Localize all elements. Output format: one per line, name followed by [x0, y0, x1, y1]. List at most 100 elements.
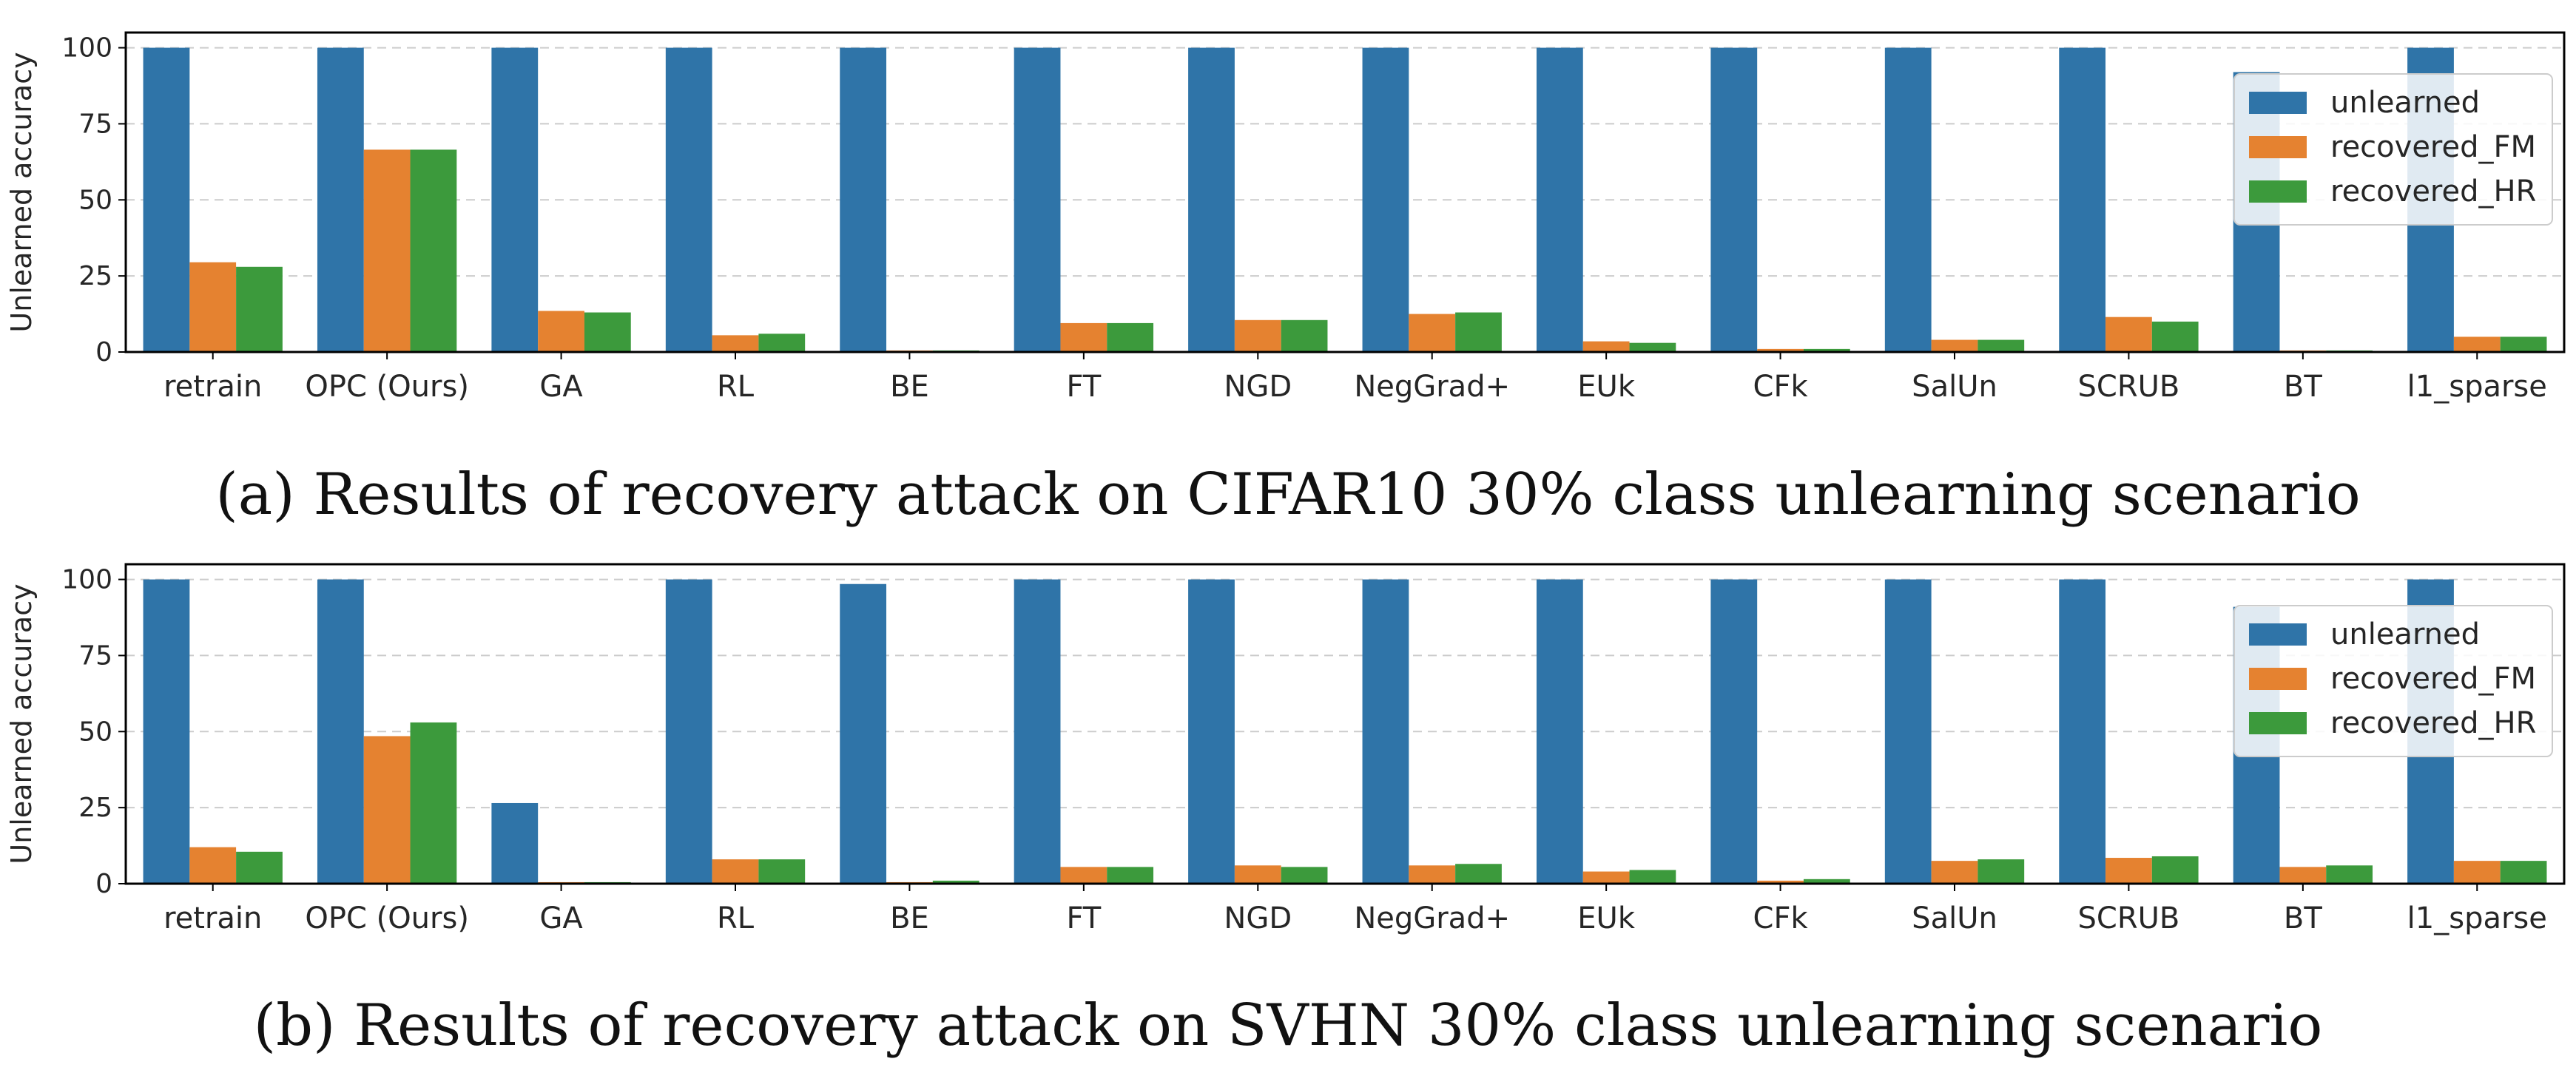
bar-recovered_FM-rl [712, 335, 759, 352]
bar-recovered_HR-salun [1977, 859, 2025, 884]
bar-unlearned-opc-ours- [317, 47, 364, 353]
caption-a: (a) Results of recovery attack on CIFAR1… [215, 461, 2360, 528]
bar-recovered_HR-opc-ours- [410, 722, 457, 884]
legend-box [2233, 73, 2553, 226]
bar-recovered_FM-ga [538, 311, 584, 352]
x-tick-label: OPC (Ours) [305, 901, 469, 935]
x-tick-label: BT [2284, 370, 2322, 404]
bar-unlearned-ngd [1188, 579, 1235, 884]
legend-swatch-recovered-fm [2249, 136, 2307, 158]
bar-recovered_FM-euk [1582, 341, 1630, 352]
x-tick-label: retrain [163, 901, 262, 935]
bar-recovered_HR-cfk [1803, 348, 1850, 352]
bar-recovered_HR-opc-ours- [410, 149, 457, 352]
bar-unlearned-salun [1884, 47, 1932, 353]
legend: unlearned recovered_FM recovered_HR [2233, 73, 2553, 226]
bar-unlearned-ft [1014, 579, 1061, 884]
bar-recovered_FM-opc-ours- [363, 736, 411, 884]
chart-panel-b: 0 25 50 75 100 retrain OPC (Ours) GA RL BE FT NGD Ne… [5, 563, 2566, 935]
x-tick-label: l1_sparse [2407, 370, 2547, 404]
legend: unlearned recovered_FM recovered_HR [2233, 605, 2553, 757]
bar-unlearned-euk [1536, 579, 1583, 884]
bar-recovered_HR-bt [2326, 865, 2373, 884]
bar-recovered_FM-rl [712, 859, 759, 884]
bar-unlearned-opc-ours- [317, 579, 364, 884]
bar-recovered_HR-be [932, 880, 980, 884]
legend-box [2233, 605, 2553, 757]
bar-recovered_HR-l1-sparse [2500, 861, 2547, 884]
legend-label: unlearned [2330, 86, 2480, 120]
bar-recovered_HR-euk [1629, 870, 1676, 884]
bar-recovered_HR-ngd [1281, 867, 1328, 884]
bar-recovered_HR-l1-sparse [2500, 336, 2547, 352]
x-tick-label: RL [717, 901, 755, 935]
x-tick-label: NGD [1224, 370, 1292, 404]
x-tick-label: FT [1066, 901, 1101, 935]
bar-recovered_FM-neggrad- [1409, 865, 1456, 884]
bar-recovered_FM-ngd [1234, 319, 1281, 352]
bar-unlearned-ngd [1188, 47, 1235, 353]
bar-unlearned-be [840, 47, 887, 353]
x-tick-label: GA [539, 370, 583, 404]
caption-b: (b) Results of recovery attack on SVHN 3… [254, 992, 2323, 1059]
plot-frame [124, 563, 2566, 885]
plot-frame [124, 31, 2566, 353]
bar-recovered_FM-ft [1060, 322, 1107, 352]
bar-recovered_HR-cfk [1803, 879, 1850, 884]
y-tick-label: 75 [78, 109, 112, 139]
bar-recovered_HR-retrain [236, 266, 283, 352]
x-tick-label: NegGrad+ [1354, 370, 1510, 404]
bar-recovered_FM-l1-sparse [2453, 861, 2501, 884]
bar-unlearned-salun [1884, 579, 1932, 884]
bar-recovered_FM-scrub [2105, 858, 2152, 884]
bar-unlearned-ga [491, 47, 539, 353]
bar-recovered_FM-ft [1060, 867, 1107, 884]
bar-recovered_HR-retrain [236, 851, 283, 884]
x-tick-label: EUk [1577, 370, 1636, 404]
bar-recovered_HR-rl [758, 859, 806, 884]
bar-unlearned-rl [665, 579, 712, 884]
bar-unlearned-neggrad- [1362, 579, 1409, 884]
x-tick-label: BE [890, 901, 929, 935]
y-tick-label: 50 [78, 717, 112, 747]
y-tick-label: 100 [61, 565, 112, 595]
x-tick-label: RL [717, 370, 755, 404]
x-tick-label: EUk [1577, 901, 1636, 935]
bar-recovered_HR-ga [584, 312, 631, 352]
bar-recovered_FM-l1-sparse [2453, 336, 2501, 352]
legend-swatch-unlearned [2249, 92, 2307, 114]
legend-swatch-recovered-fm [2249, 668, 2307, 690]
bar-unlearned-ga [491, 802, 539, 884]
bar-recovered_HR-scrub [2151, 856, 2199, 884]
x-tick-label: BE [890, 370, 929, 404]
bar-recovered_HR-salun [1977, 339, 2025, 352]
bar-recovered_FM-cfk [1757, 880, 1804, 884]
bar-unlearned-euk [1536, 47, 1583, 353]
x-tick-label: CFk [1753, 901, 1809, 935]
x-tick-label: SCRUB [2078, 370, 2180, 404]
y-axis-label: Unlearned accuracy [5, 52, 38, 332]
legend-label: unlearned [2330, 617, 2480, 651]
x-tick-label: BT [2284, 901, 2322, 935]
bar-recovered_HR-rl [758, 334, 806, 352]
x-tick-label: retrain [163, 370, 262, 404]
x-tick-label: NGD [1224, 901, 1292, 935]
y-tick-label: 0 [95, 337, 112, 368]
y-tick-label: 25 [78, 793, 112, 823]
bar-recovered_FM-neggrad- [1409, 314, 1456, 352]
bar-unlearned-retrain [143, 47, 190, 353]
bar-recovered_FM-salun [1931, 861, 1978, 884]
bar-recovered_HR-scrub [2151, 321, 2199, 352]
legend-swatch-recovered-hr [2249, 712, 2307, 734]
bar-unlearned-cfk [1710, 47, 1758, 353]
x-tick-label: SalUn [1912, 901, 1997, 935]
bar-unlearned-cfk [1710, 579, 1758, 884]
bar-unlearned-scrub [2059, 579, 2106, 884]
bar-recovered_FM-ngd [1234, 865, 1281, 884]
bar-recovered_FM-salun [1931, 339, 1978, 352]
x-tick-label: CFk [1753, 370, 1809, 404]
legend-swatch-unlearned [2249, 623, 2307, 646]
y-tick-label: 50 [78, 185, 112, 215]
y-tick-label: 0 [95, 869, 112, 899]
